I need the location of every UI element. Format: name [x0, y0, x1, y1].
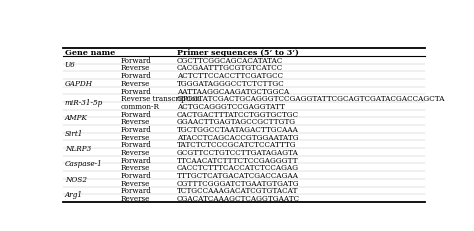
Text: Reverse transcription: Reverse transcription	[121, 95, 200, 103]
Text: GAPDH: GAPDH	[65, 79, 93, 88]
Text: TTCAACATCTTTCTCCGAGGGTT: TTCAACATCTTTCTCCGAGGGTT	[177, 156, 299, 164]
Text: Arg1: Arg1	[65, 190, 83, 198]
Text: TGGGATAGGGCCTCTCTTGC: TGGGATAGGGCCTCTCTTGC	[177, 79, 285, 88]
Text: Reverse: Reverse	[121, 164, 150, 172]
Text: Forward: Forward	[121, 87, 152, 95]
Text: CACCTCTTTCACCATCTCCAGAG: CACCTCTTTCACCATCTCCAGAG	[177, 164, 299, 172]
Text: Sirt1: Sirt1	[65, 129, 83, 137]
Text: Reverse: Reverse	[121, 133, 150, 141]
Text: AATTAAGGCAAGATGCTGGCA: AATTAAGGCAAGATGCTGGCA	[177, 87, 289, 95]
Text: CGCTTCGGCAGCACATATAC: CGCTTCGGCAGCACATATAC	[177, 57, 283, 64]
Text: GGAACTTGAGTAGCCGCTTGTG: GGAACTTGAGTAGCCGCTTGTG	[177, 118, 296, 126]
Text: Reverse: Reverse	[121, 194, 150, 202]
Text: Forward: Forward	[121, 141, 152, 149]
Text: ACTGCAGGGTCCGAGGTATT: ACTGCAGGGTCCGAGGTATT	[177, 102, 285, 110]
Text: Reverse: Reverse	[121, 118, 150, 126]
Text: TCTGCCAAAGACATCGTGTACAT: TCTGCCAAAGACATCGTGTACAT	[177, 187, 298, 195]
Text: U6: U6	[65, 60, 75, 68]
Text: Forward: Forward	[121, 187, 152, 195]
Text: Caspase-1: Caspase-1	[65, 160, 102, 168]
Text: ATACCTCAGCACCGTGGAATATG: ATACCTCAGCACCGTGGAATATG	[177, 133, 299, 141]
Text: TTTGCTCATGACATCGACCAGAA: TTTGCTCATGACATCGACCAGAA	[177, 171, 299, 179]
Text: NOS2: NOS2	[65, 175, 87, 183]
Text: Primer sequences (5’ to 3’): Primer sequences (5’ to 3’)	[177, 49, 299, 57]
Text: miR-31-5p: miR-31-5p	[65, 99, 103, 106]
Text: common-R: common-R	[121, 102, 160, 110]
Text: TATCTCTCCCGCATCTCCATTTG: TATCTCTCCCGCATCTCCATTTG	[177, 141, 297, 149]
Text: Forward: Forward	[121, 125, 152, 133]
Text: TGCTGGCCTAATAGACTTGCAAA: TGCTGGCCTAATAGACTTGCAAA	[177, 125, 299, 133]
Text: Reverse: Reverse	[121, 64, 150, 72]
Text: Forward: Forward	[121, 171, 152, 179]
Text: Forward: Forward	[121, 57, 152, 64]
Text: Reverse: Reverse	[121, 79, 150, 88]
Text: CACGAATTTGCGTGTCATCC: CACGAATTTGCGTGTCATCC	[177, 64, 283, 72]
Text: CGTTTCGGGATCTGAATGTGATG: CGTTTCGGGATCTGAATGTGATG	[177, 179, 300, 187]
Text: ACTCTTCCACCTTCGATGCC: ACTCTTCCACCTTCGATGCC	[177, 72, 283, 80]
Text: Reverse: Reverse	[121, 179, 150, 187]
Text: AMPK: AMPK	[65, 114, 88, 122]
Text: GCGTTCCTGTCCTTGATAGAGTA: GCGTTCCTGTCCTTGATAGAGTA	[177, 148, 299, 156]
Text: Reverse: Reverse	[121, 148, 150, 156]
Text: Forward: Forward	[121, 72, 152, 80]
Text: NLRP3: NLRP3	[65, 145, 91, 152]
Text: Forward: Forward	[121, 110, 152, 118]
Text: GTCGTATCGACTGCAGGGTCCGAGGTATTCGCAGTCGATACGACCAGCTA: GTCGTATCGACTGCAGGGTCCGAGGTATTCGCAGTCGATA…	[177, 95, 446, 103]
Text: CACTGACTTTATCCTGGTGCTGC: CACTGACTTTATCCTGGTGCTGC	[177, 110, 299, 118]
Text: Forward: Forward	[121, 156, 152, 164]
Text: Gene name: Gene name	[65, 49, 115, 57]
Text: CGACATCAAAGCTCAGGTGAATC: CGACATCAAAGCTCAGGTGAATC	[177, 194, 300, 202]
